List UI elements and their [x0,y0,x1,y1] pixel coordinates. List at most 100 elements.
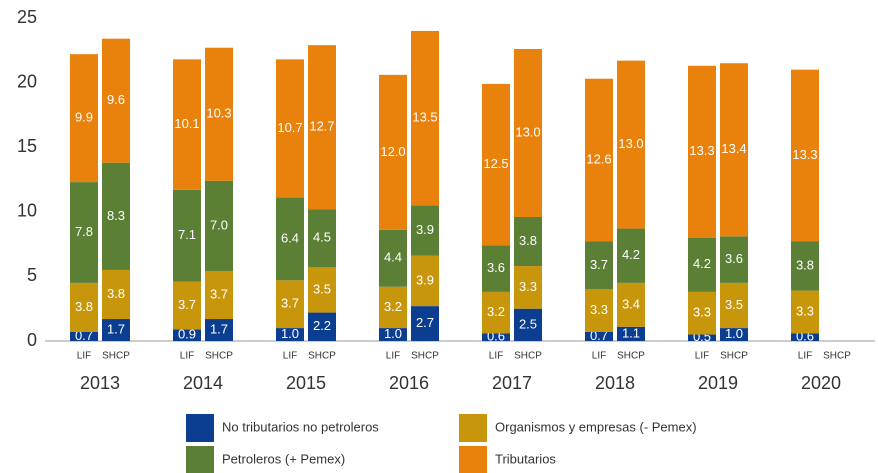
bar-segment [791,241,819,291]
value-label: 1.0 [281,326,299,341]
group-label: 2020 [801,373,841,393]
x-tick-label: SHCP [308,351,336,362]
value-label: 13.0 [515,124,540,139]
value-label: 2.5 [519,316,537,331]
value-label: 3.6 [487,260,505,275]
value-label: 3.2 [384,299,402,314]
value-label: 13.4 [721,141,746,156]
value-label: 3.8 [107,286,125,301]
value-label: 1.1 [622,325,640,340]
legend-swatch [186,446,214,473]
value-label: 1.7 [107,321,125,336]
value-label: 10.1 [174,116,199,131]
x-tick-label: SHCP [823,351,851,362]
bar-segment [585,78,613,242]
value-label: 3.3 [519,279,537,294]
group-label: 2018 [595,373,635,393]
bar-segment [791,290,819,334]
bar-segment [411,255,439,307]
bar-segment [102,38,130,163]
value-label: 0.9 [178,327,196,342]
bar-segment [688,65,716,238]
x-tick-label: LIF [695,351,709,362]
bar-segment [617,228,645,283]
legend-label: Organismos y empresas (- Pemex) [495,419,697,434]
bar-segment [514,308,542,341]
value-label: 1.7 [210,321,228,336]
bar-segment [173,59,201,190]
y-tick-label: 15 [17,136,37,156]
x-tick-label: LIF [386,351,400,362]
bar-segment [276,280,304,329]
value-label: 3.6 [725,251,743,266]
y-tick-label: 10 [17,201,37,221]
bar-segment [70,54,98,183]
bar-segment [514,266,542,309]
value-label: 7.8 [75,224,93,239]
bar-segment [205,319,233,341]
bar-segment [720,63,748,237]
value-label: 3.7 [281,296,299,311]
value-label: 3.4 [622,296,640,311]
bar-segment [482,291,510,334]
y-tick-label: 0 [27,330,37,350]
legend-label: No tributarios no petroleros [222,419,379,434]
legend-swatch [459,446,487,473]
bar-segment [791,69,819,242]
value-label: 13.3 [689,143,714,158]
value-label: 3.5 [313,281,331,296]
bar-segment [720,282,748,329]
bar-segment [173,189,201,282]
value-label: 13.0 [618,136,643,151]
value-label: 7.0 [210,217,228,232]
group-label: 2017 [492,373,532,393]
bar-segment [379,74,407,230]
value-label: 3.9 [416,272,434,287]
group-label: 2014 [183,373,223,393]
value-label: 3.7 [178,297,196,312]
bar-segment [482,83,510,246]
bar-segment [205,47,233,181]
bar-segment [411,306,439,341]
value-label: 12.6 [586,152,611,167]
value-label: 9.6 [107,92,125,107]
bar-segment [617,326,645,341]
bar-segment [308,45,336,210]
bar-segment [205,180,233,272]
y-tick-label: 20 [17,71,37,91]
value-label: 3.8 [519,233,537,248]
bar-segment [308,312,336,341]
x-tick-label: LIF [283,351,297,362]
value-label: 13.3 [792,147,817,162]
value-label: 2.2 [313,318,331,333]
value-label: 4.5 [313,230,331,245]
bar-segment [308,267,336,313]
bar-segment [791,333,819,341]
bar-segment [720,236,748,283]
value-label: 3.5 [725,297,743,312]
x-tick-label: SHCP [411,351,439,362]
value-label: 12.7 [309,119,334,134]
value-label: 4.4 [384,250,402,265]
value-label: 13.5 [412,110,437,125]
bar-segment [308,209,336,268]
value-label: 9.9 [75,110,93,125]
bar-segment [514,216,542,267]
bar-segment [411,205,439,256]
legend-label: Tributarios [495,451,556,466]
bar-segment [720,328,748,341]
x-tick-label: SHCP [720,351,748,362]
bar-segment [585,241,613,290]
x-tick-label: LIF [77,351,91,362]
bar-segment [688,334,716,341]
value-label: 1.0 [725,326,743,341]
bar-segment [585,331,613,341]
group-label: 2013 [80,373,120,393]
value-label: 3.3 [796,303,814,318]
value-label: 12.5 [483,156,508,171]
value-label: 4.2 [693,256,711,271]
value-label: 10.7 [277,120,302,135]
group-label: 2016 [389,373,429,393]
x-tick-label: SHCP [617,351,645,362]
x-tick-label: LIF [489,351,503,362]
